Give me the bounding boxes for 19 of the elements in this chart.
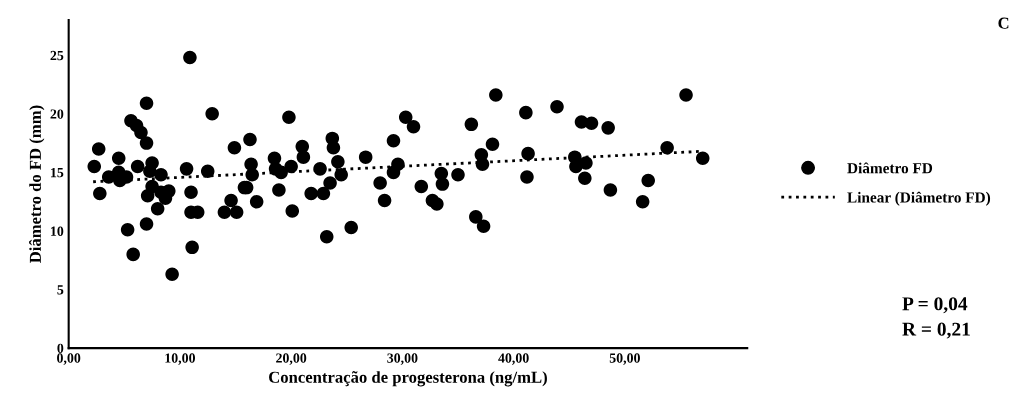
text: P = 0,04 <box>902 297 968 314</box>
x-tick-label: 30,00 <box>387 353 418 365</box>
text: C <box>998 17 1009 29</box>
y-tick-label: 25 <box>50 50 64 61</box>
y-tick-label: 10 <box>51 226 64 236</box>
x-tick-label: 40,00 <box>498 353 529 365</box>
x-axis-title: Concentração de progesterona (ng/mL) <box>269 371 547 387</box>
x-tick-label: 0,00 <box>57 353 81 365</box>
y-tick-label: 5 <box>57 285 64 295</box>
y-tick-label: 0 <box>57 343 64 354</box>
x-tick-label: 10,00 <box>165 353 196 365</box>
y-tick-label: 20 <box>50 109 64 119</box>
legend-label: Diâmetro FD <box>847 162 933 174</box>
text: R = 0,21 <box>902 322 970 339</box>
x-tick-label: 50,00 <box>609 353 640 365</box>
legend-label: Linear (Diâmetro FD) <box>847 191 991 206</box>
x-tick-label: 20,00 <box>276 353 307 365</box>
y-tick-label: 15 <box>51 168 64 178</box>
y-axis-title: Diâmetro do FD (mm) <box>29 105 45 264</box>
